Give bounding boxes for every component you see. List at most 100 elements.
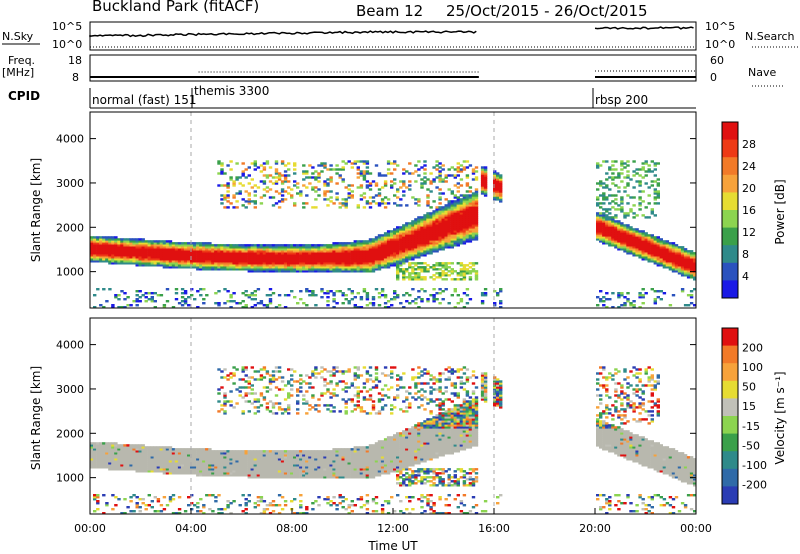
heatmap-cell <box>599 218 603 221</box>
heatmap-cell <box>229 176 233 179</box>
heatmap-cell <box>132 456 136 459</box>
heatmap-cell <box>350 292 354 295</box>
heatmap-cell <box>432 224 436 227</box>
heatmap-cell <box>353 240 357 243</box>
heatmap-cell <box>305 250 309 253</box>
heatmap-cell <box>238 470 242 473</box>
heatmap-cell <box>496 180 500 183</box>
heatmap-cell <box>329 256 333 259</box>
heatmap-cell <box>168 250 173 253</box>
heatmap-cell <box>629 240 633 243</box>
heatmap-cell <box>244 246 248 249</box>
heatmap-cell <box>383 234 388 237</box>
heatmap-cell <box>187 456 191 459</box>
heatmap-cell <box>123 250 127 253</box>
heatmap-cell <box>596 296 600 299</box>
heatmap-cell <box>232 258 236 261</box>
heatmap-cell <box>402 258 406 261</box>
heatmap-cell <box>686 304 691 307</box>
heatmap-cell <box>493 170 497 173</box>
heatmap-cell <box>471 270 476 273</box>
heatmap-cell <box>423 252 427 255</box>
heatmap-cell <box>432 238 436 241</box>
heatmap-cell <box>311 270 315 273</box>
heatmap-cell <box>129 260 133 263</box>
heatmap-cell <box>244 252 248 255</box>
heatmap-cell <box>662 252 667 255</box>
heatmap-cell <box>135 256 139 259</box>
heatmap-cell <box>102 254 106 257</box>
heatmap-cell <box>426 238 430 241</box>
heatmap-cell <box>232 366 236 369</box>
heatmap-cell <box>596 224 600 227</box>
heatmap-cell <box>462 200 467 203</box>
heatmap-cell <box>632 170 636 173</box>
heatmap-cell <box>232 462 236 465</box>
heatmap-cell <box>90 250 94 253</box>
heatmap-cell <box>244 206 248 209</box>
heatmap-cell <box>629 238 633 241</box>
heatmap-cell <box>280 198 285 201</box>
heatmap-cell <box>635 168 639 171</box>
heatmap-cell <box>108 454 112 457</box>
heatmap-cell <box>165 266 170 269</box>
heatmap-cell <box>235 466 239 469</box>
heatmap-cell <box>468 226 473 229</box>
heatmap-cell <box>211 460 215 463</box>
heatmap-cell <box>468 186 473 189</box>
heatmap-cell <box>383 266 388 269</box>
heatmap-cell <box>432 212 436 215</box>
heatmap-cell <box>638 244 642 247</box>
heatmap-cell <box>199 462 203 465</box>
heatmap-cell <box>180 262 185 265</box>
heatmap-cell <box>341 250 345 253</box>
heatmap-cell <box>417 244 421 247</box>
heatmap-cell <box>168 456 173 459</box>
heatmap-cell <box>344 298 348 301</box>
heatmap-cell <box>268 180 273 183</box>
heatmap-cell <box>368 268 373 271</box>
heatmap-cell <box>620 248 624 251</box>
heatmap-cell <box>193 262 197 265</box>
heatmap-cell <box>180 252 185 255</box>
heatmap-cell <box>93 294 97 297</box>
heatmap-cell <box>117 450 121 453</box>
heatmap-cell <box>596 202 600 205</box>
heatmap-cell <box>362 206 367 209</box>
heatmap-cell <box>668 268 673 271</box>
freq-tick-bottom: 8 <box>72 71 79 84</box>
heatmap-cell <box>274 370 279 373</box>
heatmap-cell <box>644 206 648 209</box>
heatmap-cell <box>468 270 473 273</box>
heatmap-cell <box>453 228 457 231</box>
heatmap-cell <box>93 454 97 457</box>
heatmap-cell <box>250 250 254 253</box>
heatmap-cell <box>247 410 251 413</box>
heatmap-cell <box>626 248 630 251</box>
heatmap-cell <box>374 262 379 265</box>
heatmap-cell <box>220 198 224 201</box>
heatmap-cell <box>259 464 264 467</box>
heatmap-cell <box>177 254 182 257</box>
heatmap-cell <box>220 376 224 379</box>
heatmap-cell <box>417 160 421 163</box>
heatmap-cell <box>653 162 657 165</box>
heatmap-cell <box>308 258 312 261</box>
heatmap-cell <box>135 242 139 245</box>
heatmap-cell <box>265 474 270 477</box>
heatmap-cell <box>111 450 115 453</box>
heatmap-cell <box>299 270 303 273</box>
heatmap-cell <box>108 248 112 251</box>
heatmap-cell <box>274 504 279 507</box>
heatmap-cell <box>414 252 418 255</box>
heatmap-cell <box>629 234 633 237</box>
heatmap-cell <box>417 232 421 235</box>
heatmap-cell <box>123 246 127 249</box>
heatmap-cell <box>114 448 118 451</box>
heatmap-cell <box>386 250 391 253</box>
heatmap-cell <box>396 246 400 249</box>
heatmap-cell <box>390 240 394 243</box>
heatmap-cell <box>271 260 276 263</box>
heatmap-cell <box>187 246 191 249</box>
heatmap-cell <box>459 228 464 231</box>
